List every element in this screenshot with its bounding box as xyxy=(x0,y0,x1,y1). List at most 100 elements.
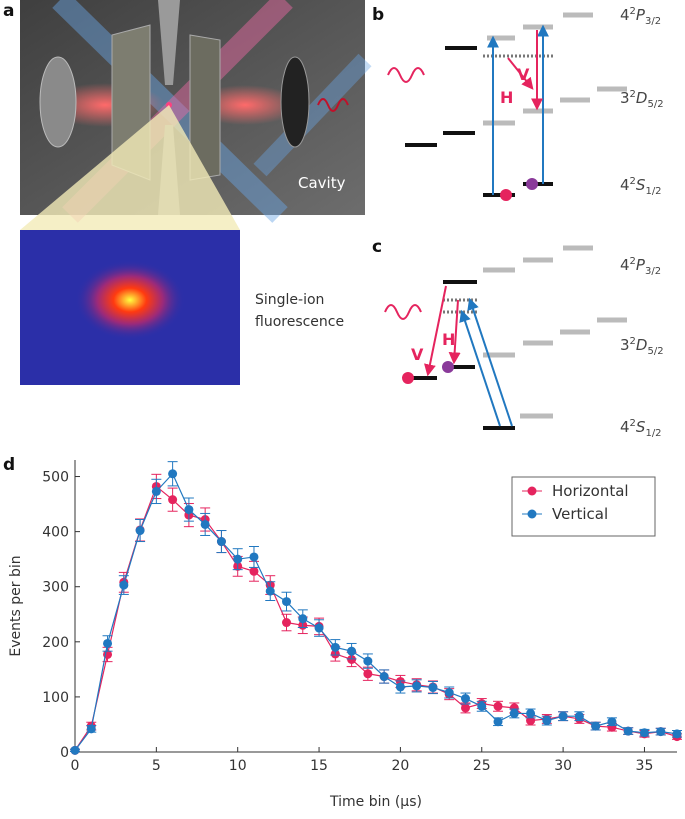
data-point xyxy=(526,708,536,718)
x-tick-label: 0 xyxy=(71,758,80,774)
level-term: S xyxy=(636,176,646,194)
data-point xyxy=(574,711,584,721)
data-point xyxy=(135,526,145,536)
y-tick-label: 300 xyxy=(42,580,69,596)
level-mult: 2 xyxy=(630,336,636,347)
data-point xyxy=(265,586,275,596)
level-label: 42S1/2 xyxy=(620,176,662,197)
data-point xyxy=(347,646,357,656)
level-j: 1/2 xyxy=(645,428,661,439)
y-tick-label: 400 xyxy=(42,525,69,541)
data-point xyxy=(509,708,519,718)
data-point xyxy=(282,597,292,607)
data-point xyxy=(282,618,292,628)
x-tick-label: 15 xyxy=(310,758,328,774)
level-mult: 2 xyxy=(630,256,636,267)
panel-label: b xyxy=(372,5,384,25)
x-tick-label: 30 xyxy=(554,758,572,774)
data-point xyxy=(298,614,308,624)
level-j: 5/2 xyxy=(647,99,663,110)
data-point xyxy=(70,745,80,755)
level-term: P xyxy=(636,6,646,24)
transition-label: H xyxy=(442,330,455,349)
level-label: 42P3/2 xyxy=(620,6,661,27)
x-tick-label: 10 xyxy=(229,758,247,774)
electrode xyxy=(189,34,221,181)
panel-label: a xyxy=(3,1,14,21)
legend-label: Horizontal xyxy=(552,482,629,500)
needle xyxy=(158,0,180,85)
level-n: 4 xyxy=(620,418,630,436)
data-point xyxy=(249,552,259,562)
mirror xyxy=(39,56,77,148)
data-point xyxy=(86,724,96,734)
level-mult: 2 xyxy=(630,176,636,187)
data-point xyxy=(395,682,405,692)
level-term: D xyxy=(636,336,648,354)
data-point xyxy=(493,717,503,727)
data-point xyxy=(200,519,210,529)
projection xyxy=(20,105,240,230)
level-term: S xyxy=(636,418,646,436)
level-mult: 2 xyxy=(630,6,636,17)
level-label: 42P3/2 xyxy=(620,256,661,277)
data-point xyxy=(477,701,487,711)
data-point xyxy=(103,638,113,648)
panel-label: d xyxy=(3,455,15,475)
legend-marker xyxy=(527,509,537,519)
data-point xyxy=(216,537,226,547)
photon xyxy=(317,98,349,112)
level-j: 5/2 xyxy=(647,346,663,357)
data-point xyxy=(591,721,601,731)
x-tick-label: 25 xyxy=(473,758,491,774)
legend-marker xyxy=(527,486,537,496)
level-term: P xyxy=(636,256,646,274)
data-point xyxy=(460,694,470,704)
fluorescence-label: fluorescence xyxy=(255,314,344,330)
data-point xyxy=(363,656,373,666)
level-label: 32D5/2 xyxy=(620,89,664,110)
level-n: 4 xyxy=(620,176,630,194)
level-n: 4 xyxy=(620,6,630,24)
data-point xyxy=(119,580,129,590)
transition-label: V xyxy=(517,65,530,84)
level-term: D xyxy=(636,89,648,107)
level-n: 3 xyxy=(620,89,630,107)
level-n: 4 xyxy=(620,256,630,274)
y-tick-label: 0 xyxy=(60,745,69,761)
panel-c: c V H xyxy=(372,237,627,430)
x-tick-label: 35 xyxy=(636,758,654,774)
y-tick-label: 200 xyxy=(42,635,69,651)
legend-box xyxy=(511,476,656,537)
data-point xyxy=(558,711,568,721)
legend-label: Vertical xyxy=(552,505,608,523)
data-point xyxy=(623,726,633,736)
level-n: 3 xyxy=(620,336,630,354)
data-point xyxy=(168,469,178,479)
data-point xyxy=(526,716,536,726)
data-point xyxy=(233,554,243,564)
data-point xyxy=(639,728,649,738)
level-label: 42S1/2 xyxy=(620,418,662,439)
x-tick-label: 5 xyxy=(152,758,161,774)
data-point xyxy=(412,681,422,691)
data-point xyxy=(151,486,161,496)
data-point xyxy=(542,716,552,726)
level-j: 3/2 xyxy=(645,266,661,277)
data-point xyxy=(330,642,340,652)
data-point xyxy=(168,495,178,505)
data-point xyxy=(249,566,259,576)
transition-label: V xyxy=(411,345,424,364)
level-mult: 2 xyxy=(630,89,636,100)
beam xyxy=(253,53,372,177)
level-j: 1/2 xyxy=(645,186,661,197)
fluorescence-label: Single-ion xyxy=(255,292,324,308)
transition-label: H xyxy=(500,88,513,107)
data-point xyxy=(379,672,389,682)
data-point xyxy=(656,727,666,737)
data-point xyxy=(607,717,617,727)
panel-label: c xyxy=(372,237,382,257)
data-point xyxy=(444,687,454,697)
ion-spot xyxy=(75,260,185,340)
